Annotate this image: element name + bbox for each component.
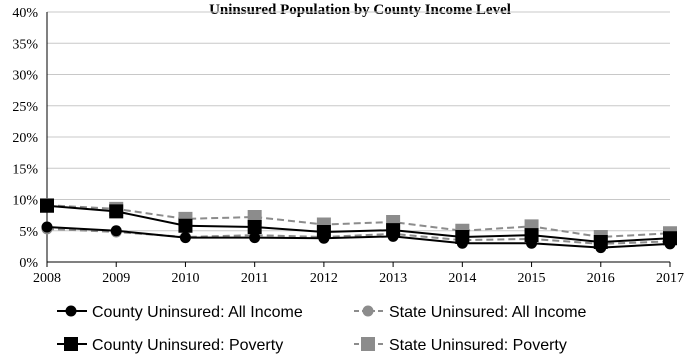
gridlines (47, 11, 670, 232)
legend-swatch-circle (362, 305, 374, 317)
legend-label: State Uninsured: All Income (389, 304, 587, 321)
data-point-square (593, 235, 608, 249)
series-group (40, 198, 677, 254)
data-point-circle (41, 221, 53, 233)
legend-label: County Uninsured: Poverty (92, 337, 283, 354)
legend-item: State Uninsured: Poverty (354, 337, 567, 354)
x-tick-label: 2013 (379, 271, 407, 286)
y-tick-label: 5% (19, 225, 38, 240)
data-point-circle (179, 232, 191, 244)
y-tick-label: 0% (19, 256, 38, 271)
legend: County Uninsured: All Income State Uninsu… (57, 304, 587, 354)
data-point-square (40, 198, 54, 213)
data-point-square (178, 218, 193, 233)
data-point-circle (110, 225, 122, 237)
x-tick-label: 2010 (171, 271, 199, 286)
legend-item: County Uninsured: All Income (57, 304, 303, 321)
data-point-square (316, 225, 331, 239)
data-point-square (247, 220, 262, 234)
x-tick-label: 2017 (656, 271, 684, 286)
x-axis-tick-labels: 2008 2009 2010 2011 2012 2013 2014 2015 2016 2017 (33, 271, 684, 286)
data-point-square (663, 231, 677, 246)
legend-swatch-circle (65, 305, 77, 317)
y-tick-label: 20% (12, 131, 38, 146)
data-point-square (455, 230, 470, 244)
legend-label: County Uninsured: All Income (92, 304, 303, 321)
y-tick-label: 25% (12, 100, 38, 115)
x-tick-label: 2016 (587, 271, 615, 286)
x-tick-label: 2015 (518, 271, 546, 286)
axes (46, 12, 671, 267)
x-tick-label: 2011 (241, 271, 268, 286)
y-tick-label: 40% (12, 6, 38, 21)
y-tick-label: 35% (12, 37, 38, 52)
legend-label: State Uninsured: Poverty (389, 337, 567, 354)
data-point-square (109, 204, 124, 219)
x-tick-label: 2012 (310, 271, 338, 286)
x-tick-label: 2014 (448, 271, 476, 286)
data-point-square (524, 228, 539, 243)
data-point-square (386, 223, 401, 238)
legend-swatch-square (64, 337, 78, 351)
series-line (46, 204, 671, 239)
legend-item: County Uninsured: Poverty (57, 337, 283, 354)
data-point-circle (249, 232, 261, 244)
x-tick-label: 2008 (33, 271, 61, 286)
y-axis-tick-labels: 0% 5% 10% 15% 20% 25% 30% 35% 40% (12, 6, 38, 271)
y-tick-label: 15% (12, 162, 38, 177)
y-tick-label: 30% (12, 69, 38, 84)
series-line (46, 204, 671, 244)
chart-title: Uninsured Population by County Income Le… (209, 2, 511, 18)
legend-swatch-square (361, 337, 375, 351)
series-line (46, 226, 671, 249)
x-tick-label: 2009 (102, 271, 130, 286)
legend-item: State Uninsured: All Income (354, 304, 587, 321)
y-tick-label: 10% (12, 194, 38, 209)
